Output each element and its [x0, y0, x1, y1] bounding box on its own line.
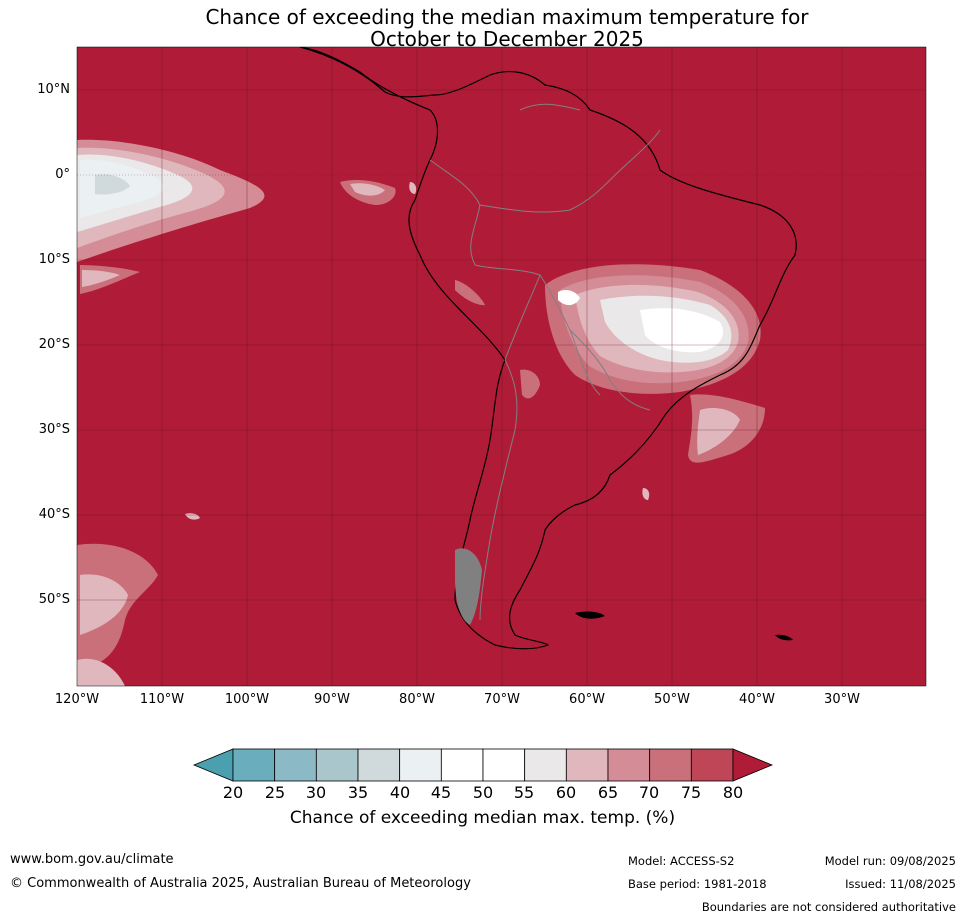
lon-label-60w: 60°W — [569, 692, 605, 707]
lon-label-40w: 40°W — [739, 692, 775, 707]
lon-label-70w: 70°W — [484, 692, 520, 707]
footer-copyright: © Commonwealth of Australia 2025, Austra… — [10, 876, 471, 891]
lat-label-30s: 30°S — [38, 422, 70, 437]
colorbar-segment — [399, 748, 442, 782]
colorbar-tick-65: 65 — [597, 783, 619, 802]
coastline — [299, 47, 797, 650]
lon-label-100w: 100°W — [224, 692, 270, 707]
graticule — [77, 47, 926, 686]
brazil-anomaly-region — [409, 182, 765, 500]
colorbar-tick-80: 80 — [722, 783, 744, 802]
map-title-line2: October to December 2025 — [370, 27, 644, 51]
colorbar-tick-40: 40 — [389, 783, 411, 802]
lon-label-120w: 120°W — [54, 692, 100, 707]
country-borders — [429, 103, 661, 621]
colorbar-tick-25: 25 — [264, 783, 286, 802]
colorbar-tick-75: 75 — [680, 783, 702, 802]
colorbar-segment — [315, 748, 359, 782]
colorbar-segment — [482, 748, 526, 782]
colorbar-tick-55: 55 — [513, 783, 535, 802]
colorbar-segment — [565, 748, 609, 782]
lat-label-10s: 10°S — [38, 252, 70, 267]
lat-label-10n: 10°N — [37, 82, 70, 97]
footer-model: Model: ACCESS-S2 — [628, 854, 735, 868]
lat-label-50s: 50°S — [38, 592, 70, 607]
pacific-anomaly-region — [77, 139, 396, 686]
colorbar-segment — [440, 748, 484, 782]
colorbar-tick-20: 20 — [222, 783, 244, 802]
colorbar-segment — [649, 748, 692, 782]
footer-url: www.bom.gov.au/climate — [10, 852, 174, 867]
footer-issued: Issued: 11/08/2025 — [845, 877, 956, 891]
colorbar-segment — [232, 748, 276, 782]
lon-label-80w: 80°W — [399, 692, 435, 707]
colorbar-tick-35: 35 — [347, 783, 369, 802]
colorbar-extend-high — [732, 748, 774, 782]
colorbar-segment — [524, 748, 567, 782]
lon-label-90w: 90°W — [314, 692, 350, 707]
colorbar-tick-60: 60 — [555, 783, 577, 802]
colorbar-tick-30: 30 — [305, 783, 327, 802]
lat-label-40s: 40°S — [38, 507, 70, 522]
patagonia-detail — [455, 548, 793, 641]
colorbar-tick-45: 45 — [430, 783, 452, 802]
map-background — [77, 47, 926, 686]
colorbar-segment — [357, 748, 401, 782]
lon-label-110w: 110°W — [139, 692, 185, 707]
colorbar-extend-low — [192, 748, 234, 782]
footer-disclaimer: Boundaries are not considered authoritat… — [701, 900, 956, 914]
colorbar-segment — [690, 748, 734, 782]
colorbar-tick-50: 50 — [472, 783, 494, 802]
footer-base-period: Base period: 1981-2018 — [628, 877, 767, 891]
lat-label-0: 0° — [55, 167, 70, 182]
colorbar-segment — [607, 748, 651, 782]
lon-label-30w: 30°W — [824, 692, 860, 707]
footer-model-run: Model run: 09/08/2025 — [824, 854, 956, 868]
lon-label-50w: 50°W — [654, 692, 690, 707]
colorbar-label: Chance of exceeding median max. temp. (%… — [289, 808, 676, 828]
colorbar-segment — [274, 748, 317, 782]
lat-label-20s: 20°S — [38, 337, 70, 352]
colorbar-tick-70: 70 — [638, 783, 660, 802]
map-title-line1: Chance of exceeding the median maximum t… — [205, 5, 809, 29]
